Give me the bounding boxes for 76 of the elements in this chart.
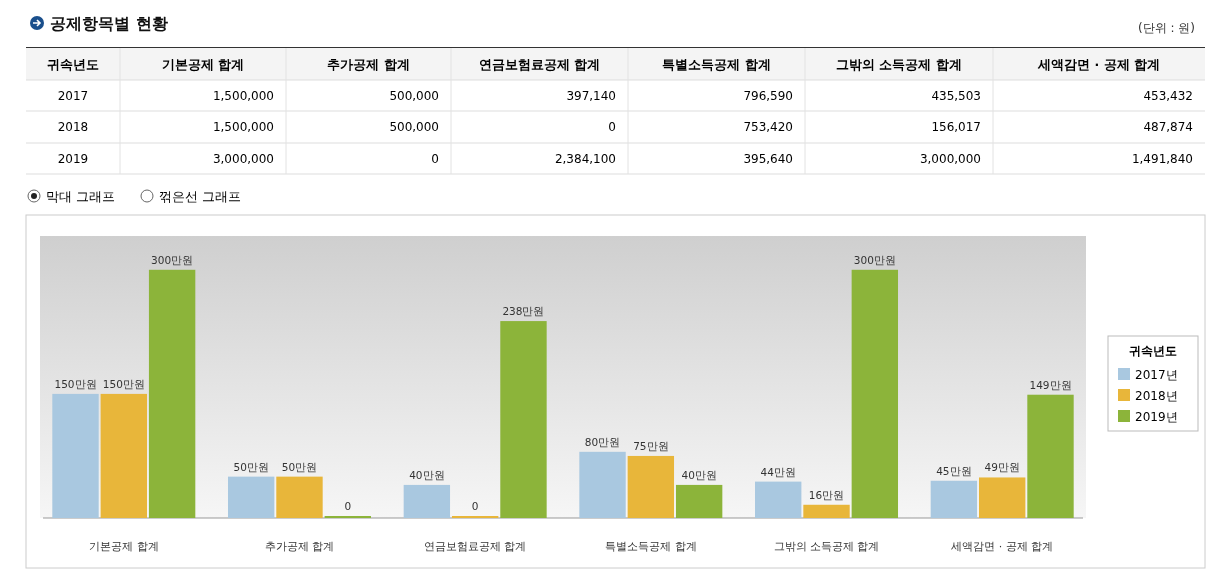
text: 156,017 <box>931 120 981 134</box>
text: 2017 <box>57 89 89 103</box>
x-tick-label: 특별소득공제 합계 <box>605 540 697 553</box>
data-label: 45만원 <box>936 464 972 477</box>
text: 2019 <box>57 152 89 166</box>
text: 500,000 <box>389 120 439 134</box>
bar <box>755 481 802 518</box>
text: 487,874 <box>1143 120 1193 134</box>
bar <box>675 484 723 518</box>
text: 3,000,000 <box>919 152 981 166</box>
bar <box>500 321 547 518</box>
text: 753,420 <box>743 120 793 134</box>
x-tick-label: 연금보험료공제 합계 <box>423 540 527 553</box>
bar <box>579 451 626 518</box>
data-label: 150만원 <box>54 377 97 390</box>
data-label: 149만원 <box>1029 378 1072 391</box>
text: 395,640 <box>743 152 793 166</box>
x-tick-label: 세액감면 · 공제 합계 <box>951 540 1054 553</box>
text: 1,491,840 <box>1131 152 1193 166</box>
data-label: 150만원 <box>102 377 145 390</box>
text: 500,000 <box>389 89 439 103</box>
data-label: 50만원 <box>281 460 318 473</box>
chart-title: 공제항목별 현황 <box>50 14 168 33</box>
legend-label: 2018년 <box>1135 389 1178 403</box>
category-label: 세액감면 · 공제 합계 <box>1038 57 1160 72</box>
text: 귀속년도 <box>47 57 99 72</box>
data-label: 44만원 <box>760 465 796 478</box>
x-tick-label: 그밖의 소득공제 합계 <box>773 540 880 553</box>
bar <box>1027 394 1074 518</box>
legend-label: 2017년 <box>1135 368 1178 382</box>
category-label: 기본공제 합계 <box>161 57 245 72</box>
data-label: 0 <box>471 500 479 512</box>
data-label: 238만원 <box>502 305 545 318</box>
text: 3,000,000 <box>212 152 274 166</box>
text: 0 <box>608 120 616 134</box>
bar <box>627 455 675 518</box>
text: 435,503 <box>931 89 981 103</box>
text: 1,500,000 <box>212 120 274 134</box>
bar <box>276 476 323 518</box>
data-label: 0 <box>344 500 352 512</box>
legend-title: 귀속년도 <box>1129 344 1177 358</box>
bar <box>52 393 99 518</box>
bar <box>100 393 147 518</box>
bar <box>979 477 1026 518</box>
bar <box>803 504 850 518</box>
data-label: 300만원 <box>151 253 194 266</box>
text: 1,500,000 <box>212 89 274 103</box>
category-label: 특별소득공제 합계 <box>662 57 771 72</box>
bar <box>930 480 978 518</box>
text: 397,140 <box>566 89 616 103</box>
text: 막대 그래프 <box>46 189 116 204</box>
text: 453,432 <box>1143 89 1193 103</box>
text: 0 <box>431 152 439 166</box>
data-label: 49만원 <box>984 461 1020 474</box>
x-tick-label: 추가공제 합계 <box>264 540 335 553</box>
data-label: 75만원 <box>633 439 669 452</box>
data-label: 300만원 <box>853 253 896 266</box>
data-label: 80만원 <box>584 435 621 448</box>
text: (단위 : 원) <box>1137 21 1195 35</box>
bar <box>851 269 899 518</box>
text: 2,384,100 <box>554 152 616 166</box>
data-label: 40만원 <box>681 468 717 481</box>
bar <box>148 269 196 518</box>
data-label: 40만원 <box>409 468 445 481</box>
bar <box>227 476 275 518</box>
data-label: 16만원 <box>808 488 845 501</box>
category-label: 연금보험료공제 합계 <box>478 57 601 72</box>
x-tick-label: 기본공제 합계 <box>89 540 159 553</box>
text: 꺾은선 그래프 <box>159 189 242 204</box>
text: 2018 <box>57 120 89 134</box>
legend-label: 2019년 <box>1135 410 1178 424</box>
text: 796,590 <box>743 89 793 103</box>
category-label: 추가공제 합계 <box>327 57 410 72</box>
bar <box>403 484 451 518</box>
data-label: 50만원 <box>233 460 269 473</box>
category-label: 그밖의 소득공제 합계 <box>836 57 962 72</box>
